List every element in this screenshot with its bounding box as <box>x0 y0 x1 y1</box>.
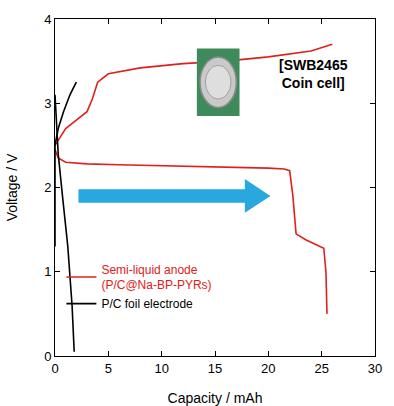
svg-text:15: 15 <box>208 361 222 376</box>
svg-text:Voltage / V: Voltage / V <box>4 153 20 221</box>
svg-text:[SWB2465Coin cell]: [SWB2465Coin cell] <box>279 57 348 91</box>
svg-text:3: 3 <box>44 96 51 111</box>
svg-text:5: 5 <box>105 361 112 376</box>
svg-text:P/C foil electrode: P/C foil electrode <box>101 297 193 311</box>
svg-text:2: 2 <box>44 180 51 195</box>
svg-text:0: 0 <box>44 349 51 364</box>
svg-text:20: 20 <box>261 361 275 376</box>
svg-text:Capacity / mAh: Capacity / mAh <box>168 390 263 406</box>
svg-text:25: 25 <box>314 361 328 376</box>
svg-text:1: 1 <box>44 264 51 279</box>
svg-text:0: 0 <box>51 361 58 376</box>
svg-text:4: 4 <box>44 12 51 27</box>
svg-text:10: 10 <box>154 361 168 376</box>
svg-text:Semi-liquid anode(P/C@Na-BP-PY: Semi-liquid anode(P/C@Na-BP-PYRs) <box>101 263 211 293</box>
svg-text:30: 30 <box>368 361 382 376</box>
